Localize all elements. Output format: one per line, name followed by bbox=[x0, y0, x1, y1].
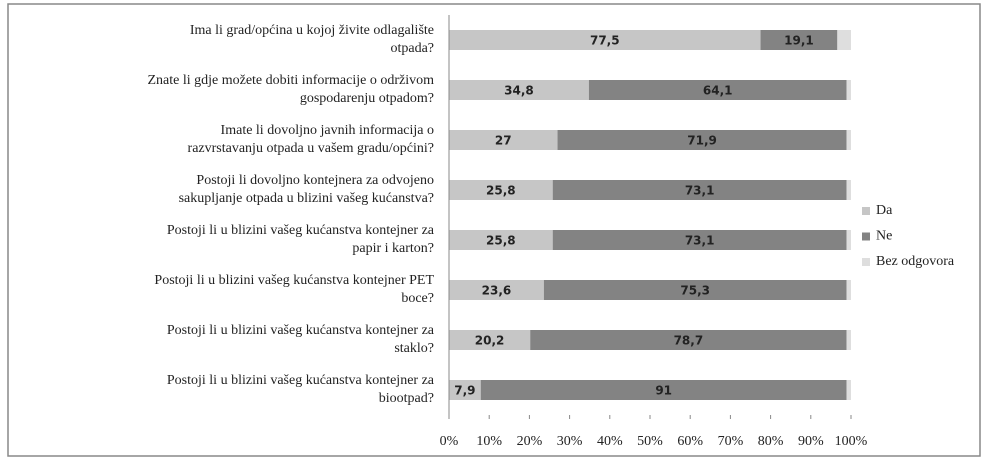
bar-segment bbox=[449, 230, 553, 250]
x-tick-label: 90% bbox=[798, 434, 824, 449]
bar-segment bbox=[846, 380, 851, 400]
bar-segment bbox=[552, 230, 847, 250]
value-label: 71,9 bbox=[687, 134, 717, 148]
value-label: 20,2 bbox=[475, 334, 505, 348]
bar-segment bbox=[557, 130, 847, 150]
value-label: 64,1 bbox=[703, 84, 733, 98]
x-tick-label: 70% bbox=[718, 434, 744, 449]
value-label: 25,8 bbox=[486, 184, 516, 198]
x-tick-label: 80% bbox=[758, 434, 784, 449]
bar-segment bbox=[846, 80, 851, 100]
bar-segment bbox=[449, 80, 589, 100]
category-label: Imate li dovoljno javnih informacija o ra… bbox=[188, 123, 434, 156]
category-label: Postoji li u blizini vašeg kućanstva kon… bbox=[167, 223, 435, 256]
bar-segment bbox=[449, 30, 761, 50]
bar-segment bbox=[588, 80, 847, 100]
category-label: Postoji li u blizini vašeg kućanstva kon… bbox=[167, 373, 435, 406]
category-label: Postoji li u blizini vašeg kućanstva kon… bbox=[167, 323, 435, 356]
legend-swatch bbox=[862, 258, 870, 266]
bar-segment bbox=[846, 280, 851, 300]
x-tick-label: 100% bbox=[835, 434, 868, 449]
x-tick-label: 10% bbox=[476, 434, 502, 449]
legend-label: Da bbox=[876, 203, 893, 218]
bar-segment bbox=[449, 380, 481, 400]
x-tick-label: 40% bbox=[597, 434, 623, 449]
bar-segment bbox=[552, 180, 847, 200]
legend-label: Bez odgovora bbox=[876, 254, 955, 269]
bar-segment bbox=[846, 180, 851, 200]
value-label: 19,1 bbox=[784, 34, 814, 48]
value-label: 91 bbox=[655, 384, 672, 398]
bar-segment bbox=[449, 180, 553, 200]
value-label: 23,6 bbox=[482, 284, 512, 298]
bar-segment bbox=[449, 280, 544, 300]
bar-segment bbox=[449, 130, 558, 150]
bar-segment bbox=[543, 280, 847, 300]
bar-segment bbox=[760, 30, 838, 50]
bar-segment bbox=[846, 330, 851, 350]
value-label: 78,7 bbox=[674, 334, 704, 348]
value-label: 7,9 bbox=[454, 384, 475, 398]
x-tick-label: 50% bbox=[637, 434, 663, 449]
value-label: 77,5 bbox=[590, 34, 620, 48]
value-label: 34,8 bbox=[504, 84, 534, 98]
bar-segment bbox=[837, 30, 851, 50]
value-label: 73,1 bbox=[685, 234, 715, 248]
category-label: Ima li grad/općina u kojoj živite odlaga… bbox=[190, 23, 434, 56]
bar-segment bbox=[449, 330, 531, 350]
bar-segment bbox=[480, 380, 847, 400]
bar-segment bbox=[846, 230, 851, 250]
category-label: Postoji li dovoljno kontejnera za odvoje… bbox=[179, 173, 434, 206]
x-tick-label: 60% bbox=[677, 434, 703, 449]
legend-swatch bbox=[862, 207, 870, 215]
legend-swatch bbox=[862, 232, 870, 241]
x-tick-label: 0% bbox=[440, 434, 459, 449]
x-tick-label: 30% bbox=[557, 434, 583, 449]
value-label: 25,8 bbox=[486, 234, 516, 248]
x-tick-label: 20% bbox=[517, 434, 543, 449]
bar-segment bbox=[530, 330, 847, 350]
value-label: 75,3 bbox=[680, 284, 710, 298]
category-label: Postoji li u blizini vašeg kućanstva kon… bbox=[154, 273, 434, 306]
category-label: Znate li gdje možete dobiti informacije … bbox=[147, 73, 434, 106]
value-label: 73,1 bbox=[685, 184, 715, 198]
legend-label: Ne bbox=[876, 229, 892, 244]
bar-segment bbox=[846, 130, 851, 150]
value-label: 27 bbox=[495, 134, 512, 148]
